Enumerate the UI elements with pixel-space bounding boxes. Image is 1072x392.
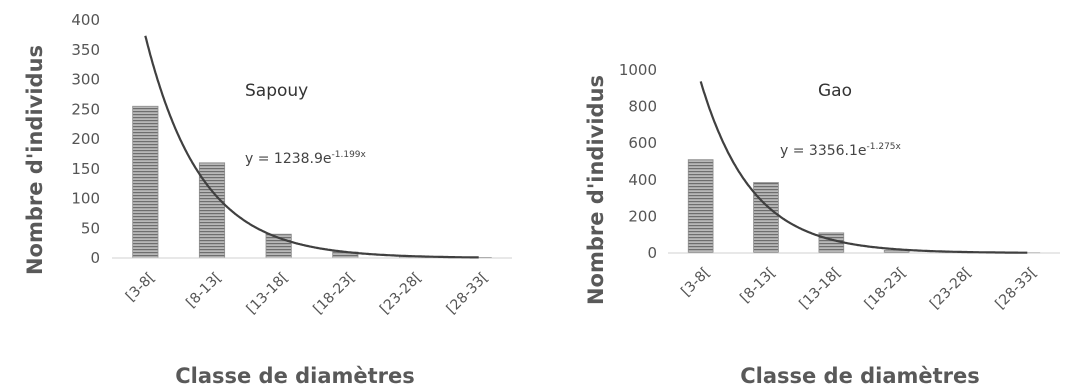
bar — [198, 162, 226, 259]
bar — [753, 182, 779, 254]
y-tick-label: 600 — [628, 134, 657, 152]
x-tick-label: [28-33[ — [992, 265, 1040, 313]
x-tick-label: [8-13[ — [737, 265, 779, 307]
trendline-equation-base: y = 3356.1e — [780, 143, 867, 159]
y-tick-label: 0 — [90, 249, 100, 267]
trendline-equation-exponent: -1.199x — [332, 150, 367, 160]
trendline-equation-base: y = 1238.9e — [245, 151, 332, 167]
y-tick-label: 0 — [647, 244, 657, 262]
trendline-curve — [144, 35, 479, 259]
x-tick-label: [18-23[ — [862, 265, 910, 313]
bar — [132, 105, 159, 259]
y-axis-ticks: 0 200 400 600 800 1000 — [619, 61, 657, 262]
x-tick-label: [23-28[ — [377, 270, 425, 318]
y-tick-label: 800 — [628, 98, 657, 116]
bar — [687, 159, 714, 254]
y-tick-label: 350 — [71, 41, 100, 59]
y-axis-label: Nombre d'individus — [23, 45, 47, 275]
x-axis-label: Classe de diamètres — [740, 364, 980, 388]
trendline-curve — [699, 81, 1028, 254]
chart-gao: Nombre d'individus Classe de diamètres G… — [584, 61, 1060, 388]
bars — [132, 105, 492, 259]
y-tick-label: 200 — [71, 130, 100, 148]
x-axis-categories: [3-8[ [8-13[ [13-18[ [18-23[ [23-28[ [28-33[ — [678, 265, 1040, 313]
x-axis-label: Classe de diamètres — [175, 364, 415, 388]
x-tick-label: [3-8[ — [123, 270, 158, 305]
y-tick-label: 50 — [81, 219, 100, 237]
trendline-equation: y = 1238.9e-1.199x — [245, 150, 367, 167]
x-axis-categories: [3-8[ [8-13[ [13-18[ [18-23[ [23-28[ [28-33[ — [123, 270, 492, 318]
y-tick-label: 400 — [71, 11, 100, 29]
y-axis-ticks: 0 50 100 150 200 250 300 350 400 — [71, 11, 100, 267]
chart-title: Gao — [818, 81, 852, 101]
bar — [818, 232, 845, 254]
x-tick-label: [18-23[ — [310, 270, 358, 318]
x-tick-label: [13-18[ — [796, 265, 844, 313]
y-tick-label: 150 — [71, 160, 100, 178]
x-tick-label: [28-33[ — [444, 270, 492, 318]
chart-title: Sapouy — [245, 81, 308, 101]
y-tick-label: 200 — [628, 207, 657, 225]
y-tick-label: 1000 — [619, 61, 657, 79]
x-tick-label: [13-18[ — [244, 270, 292, 318]
y-tick-label: 300 — [71, 71, 100, 89]
trendline-equation: y = 3356.1e-1.275x — [780, 142, 902, 159]
trendline-equation-exponent: -1.275x — [867, 142, 902, 152]
chart-sapouy: Nombre d'individus Classe de diamètres S… — [23, 11, 512, 388]
y-tick-label: 100 — [71, 190, 100, 208]
x-tick-label: [8-13[ — [183, 270, 225, 312]
y-axis-label: Nombre d'individus — [584, 75, 608, 305]
x-tick-label: [3-8[ — [678, 265, 713, 300]
y-tick-label: 250 — [71, 100, 100, 118]
x-tick-label: [23-28[ — [927, 265, 975, 313]
y-tick-label: 400 — [628, 171, 657, 189]
